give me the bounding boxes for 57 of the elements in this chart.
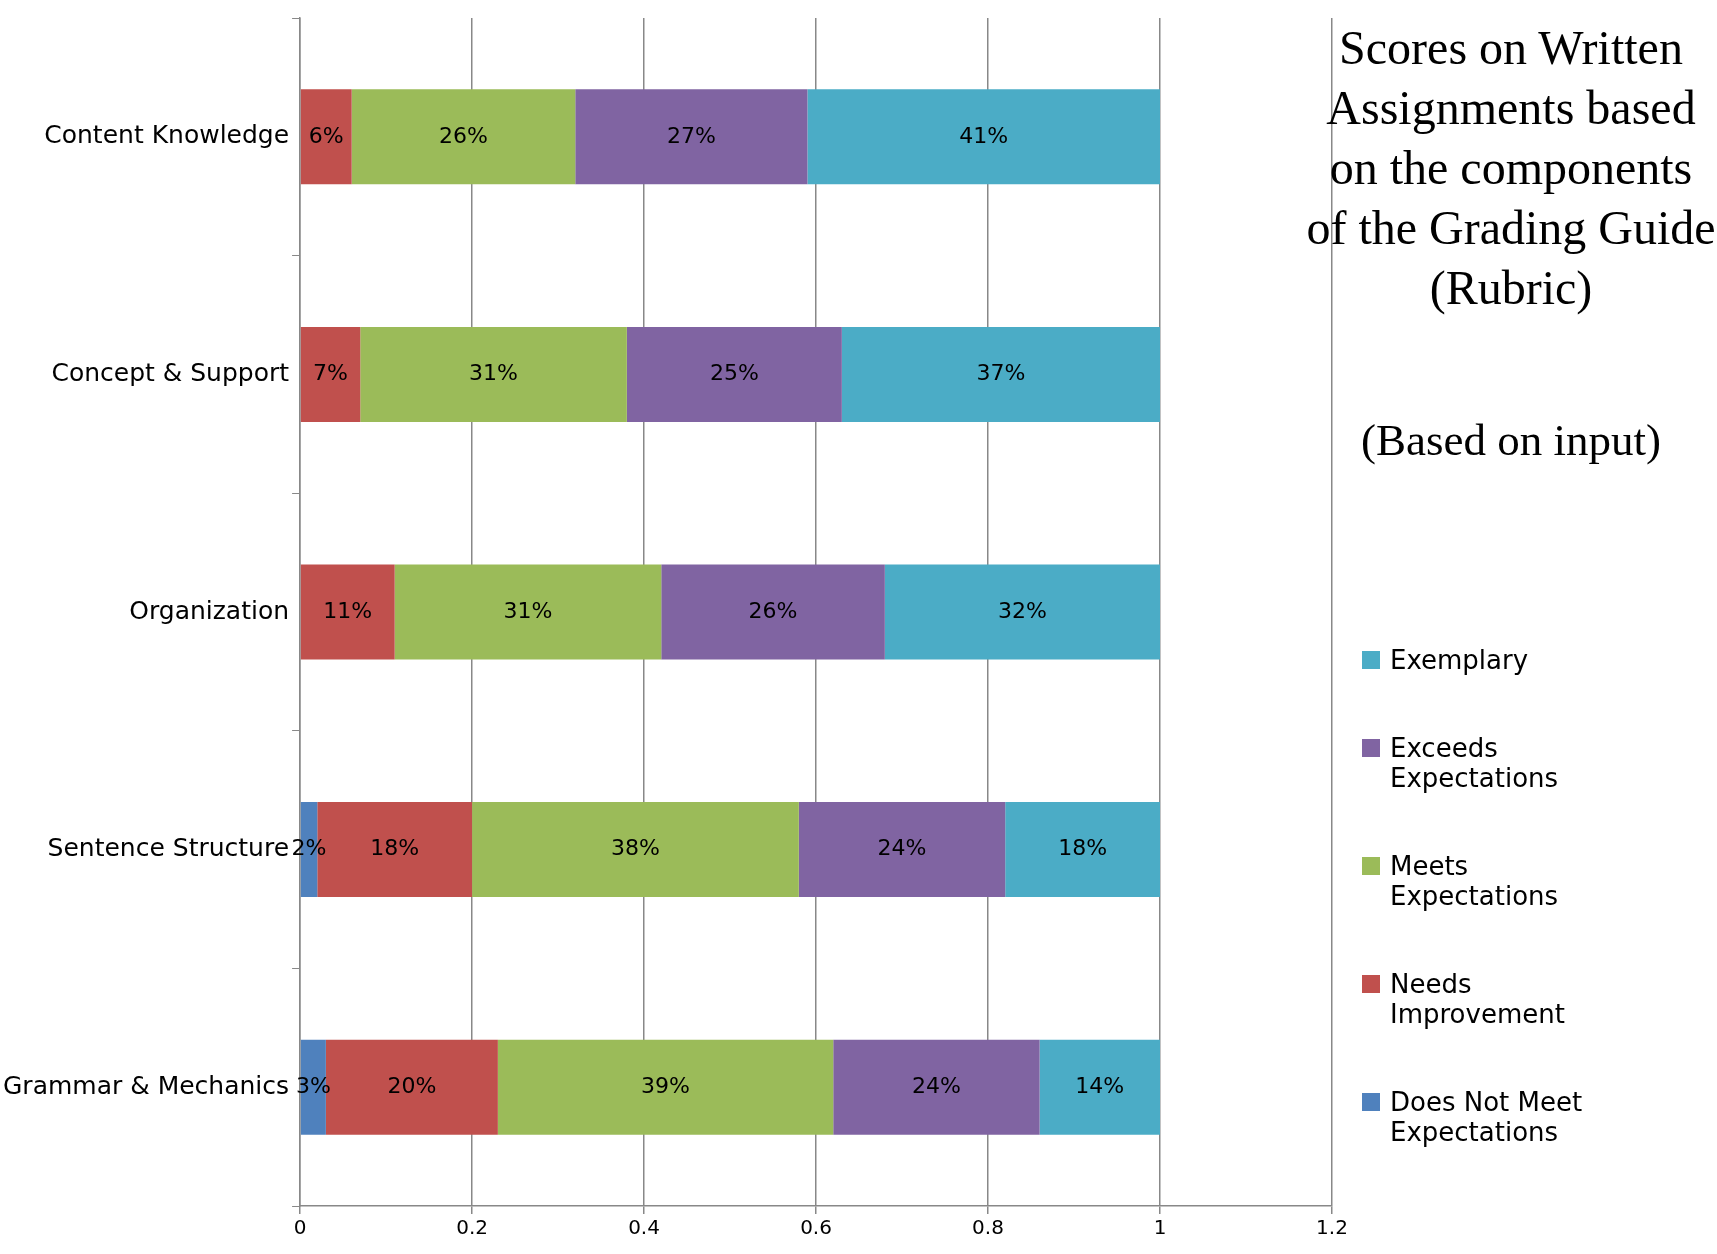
- data-label: 31%: [469, 360, 519, 386]
- bar: [1005, 802, 1161, 898]
- y-tick-label: Grammar & Mechanics: [2, 1070, 290, 1100]
- bar: [472, 802, 799, 898]
- data-label: 6%: [308, 122, 344, 148]
- data-label: 38%: [611, 835, 660, 861]
- data-label: 27%: [666, 122, 716, 148]
- bar: [351, 89, 576, 185]
- y-tick-label: Organization: [129, 595, 290, 625]
- data-label: 32%: [997, 597, 1047, 623]
- bar: [884, 564, 1161, 660]
- data-label: 24%: [877, 835, 927, 861]
- data-label: 39%: [641, 1072, 691, 1098]
- y-tick-label: Content Knowledge: [44, 120, 290, 150]
- bar: [300, 89, 352, 185]
- data-label: 26%: [439, 122, 488, 148]
- text: Scores on Written Assignments based on the components of the Grading Guide (Rubric): [1305, 20, 1717, 316]
- data-label: 31%: [503, 597, 553, 623]
- y-tick-label: Sentence Structure: [47, 833, 290, 863]
- legend-label: Does Not Meet Expectations: [1390, 1087, 1584, 1147]
- bar: [300, 564, 395, 660]
- x-tick-label: 0.2: [456, 1215, 488, 1240]
- data-label: 20%: [387, 1072, 437, 1098]
- bar: [841, 326, 1161, 422]
- data-label: 24%: [911, 1072, 961, 1098]
- data-label: 18%: [1058, 835, 1108, 861]
- bar: [626, 326, 842, 422]
- text: (Based on input): [1360, 414, 1662, 467]
- data-label: 7%: [313, 360, 349, 386]
- bar: [575, 89, 808, 185]
- data-label: 41%: [959, 122, 1009, 148]
- y-tick-label: Concept & Support: [51, 357, 290, 387]
- legend-label: Exceeds Expectations: [1390, 733, 1560, 793]
- bar: [807, 89, 1161, 185]
- legend-label: Meets Expectations: [1390, 851, 1560, 911]
- data-label: 25%: [709, 360, 759, 386]
- bar: [394, 564, 662, 660]
- bar: [300, 326, 361, 422]
- x-tick-label: 0.8: [972, 1215, 1004, 1240]
- x-tick-label: 1.2: [1316, 1215, 1348, 1240]
- bar: [661, 564, 885, 660]
- data-label: 14%: [1075, 1072, 1125, 1098]
- data-label: 11%: [323, 597, 373, 623]
- bar: [798, 802, 1006, 898]
- legend-label: Exemplary: [1390, 645, 1529, 675]
- data-label: 37%: [976, 360, 1026, 386]
- bar: [497, 1039, 834, 1135]
- legend-label: Needs Improvement: [1390, 969, 1566, 1029]
- bar: [360, 326, 627, 422]
- x-tick-label: 1: [1153, 1215, 1167, 1240]
- x-tick-label: 0.6: [800, 1215, 832, 1240]
- data-label: 18%: [370, 835, 420, 861]
- bar: [833, 1039, 1040, 1135]
- x-tick-label: 0: [293, 1215, 307, 1240]
- data-label: 26%: [748, 597, 798, 623]
- bar: [1039, 1039, 1161, 1135]
- x-tick-label: 0.4: [628, 1215, 660, 1240]
